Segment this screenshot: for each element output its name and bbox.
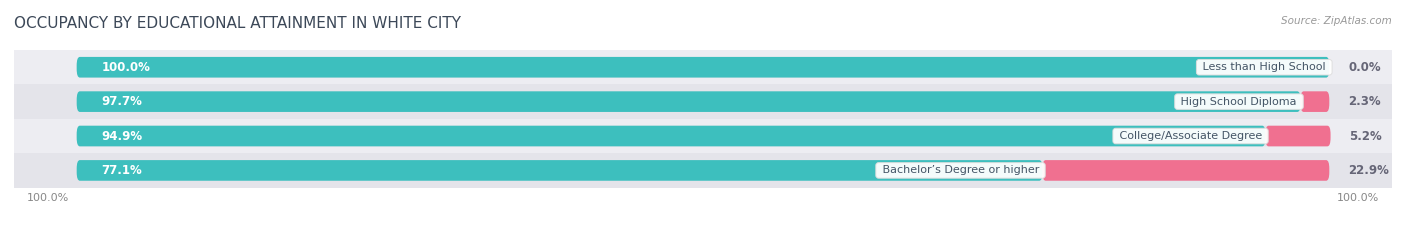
FancyBboxPatch shape <box>77 91 1301 112</box>
Text: 97.7%: 97.7% <box>101 95 142 108</box>
Text: Less than High School: Less than High School <box>1199 62 1329 72</box>
FancyBboxPatch shape <box>77 160 1042 181</box>
FancyBboxPatch shape <box>1265 126 1330 146</box>
FancyBboxPatch shape <box>77 57 1329 78</box>
Text: High School Diploma: High School Diploma <box>1177 97 1301 107</box>
Text: 77.1%: 77.1% <box>101 164 142 177</box>
Text: Source: ZipAtlas.com: Source: ZipAtlas.com <box>1281 16 1392 26</box>
Text: 94.9%: 94.9% <box>101 130 143 143</box>
Text: 100.0%: 100.0% <box>1337 193 1379 203</box>
FancyBboxPatch shape <box>1042 160 1329 181</box>
FancyBboxPatch shape <box>77 126 1329 146</box>
Bar <box>14 153 1392 188</box>
Bar <box>14 50 1392 84</box>
Text: 0.0%: 0.0% <box>1348 61 1381 74</box>
Text: 5.2%: 5.2% <box>1350 130 1382 143</box>
Bar <box>14 119 1392 153</box>
FancyBboxPatch shape <box>77 91 1329 112</box>
Text: OCCUPANCY BY EDUCATIONAL ATTAINMENT IN WHITE CITY: OCCUPANCY BY EDUCATIONAL ATTAINMENT IN W… <box>14 16 461 31</box>
Text: 100.0%: 100.0% <box>27 193 69 203</box>
Text: College/Associate Degree: College/Associate Degree <box>1116 131 1265 141</box>
Text: 100.0%: 100.0% <box>101 61 150 74</box>
FancyBboxPatch shape <box>77 160 1329 181</box>
FancyBboxPatch shape <box>77 126 1265 146</box>
FancyBboxPatch shape <box>1301 91 1329 112</box>
Bar <box>14 84 1392 119</box>
Text: 2.3%: 2.3% <box>1348 95 1381 108</box>
Text: 22.9%: 22.9% <box>1348 164 1389 177</box>
Text: Bachelor’s Degree or higher: Bachelor’s Degree or higher <box>879 165 1042 175</box>
FancyBboxPatch shape <box>77 57 1329 78</box>
